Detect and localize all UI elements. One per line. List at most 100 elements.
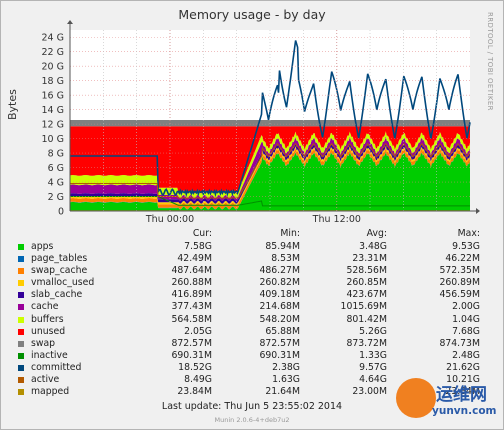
y-tick-label: 0 xyxy=(58,207,64,218)
legend-cur: 690.31M xyxy=(171,349,212,361)
legend-avg: 5.26G xyxy=(359,325,387,337)
legend-cur: 8.49G xyxy=(184,374,212,386)
legend-cur: 872.57M xyxy=(171,337,212,349)
y-tick-label: 24 G xyxy=(42,33,64,44)
legend-cur: 564.58M xyxy=(171,313,212,325)
y-tick-label: 10 G xyxy=(42,134,64,145)
legend-avg: 423.67M xyxy=(346,289,387,301)
legend-min: 65.88M xyxy=(265,325,300,337)
legend-avg: 1015.69M xyxy=(340,301,387,313)
legend-cur: 7.58G xyxy=(184,241,212,252)
legend-name: apps xyxy=(31,241,54,252)
legend-avg: 260.85M xyxy=(346,277,387,289)
legend-swatch xyxy=(18,244,24,250)
legend-min: 260.82M xyxy=(259,277,300,289)
legend-avg: 23.31M xyxy=(352,253,387,265)
legend-row-unused: unused 2.05G 65.88M 5.26G 7.68G xyxy=(14,326,494,338)
legend-min: 690.31M xyxy=(259,349,300,361)
y-tick-label: 4 G xyxy=(48,178,64,189)
col-avg: Avg: xyxy=(366,228,387,239)
legend-name: mapped xyxy=(31,386,70,398)
legend-rows: apps 7.58G 85.94M 3.48G 9.53G page_tables 42.4… xyxy=(14,241,494,398)
legend-row-vmalloc-used: vmalloc_used 260.88M 260.82M 260.85M 260.89M xyxy=(14,277,494,289)
col-cur: Cur: xyxy=(192,228,212,239)
legend-avg: 3.48G xyxy=(359,241,387,252)
legend-row-page-tables: page_tables 42.49M 8.53M 23.31M 46.22M xyxy=(14,253,494,265)
legend-swatch xyxy=(18,352,24,359)
munin-version: Munin 2.0.6-4+deb7u2 xyxy=(214,416,290,424)
legend-name: inactive xyxy=(31,349,68,361)
legend-swatch xyxy=(18,340,24,347)
legend-max: 874.73M xyxy=(439,337,480,349)
col-min: Min: xyxy=(280,228,300,239)
legend-cur: 377.43M xyxy=(171,301,212,313)
legend-swatch xyxy=(18,364,24,371)
x-tick-label: Thu 12:00 xyxy=(312,214,361,225)
watermark-url: yunvn.com xyxy=(432,405,497,417)
legend-max: 7.68G xyxy=(452,325,480,337)
legend-max: 572.35M xyxy=(439,265,480,277)
legend-cur: 416.89M xyxy=(171,289,212,301)
legend-name: cache xyxy=(31,301,59,313)
legend-min: 548.20M xyxy=(259,313,300,325)
legend-min: 214.68M xyxy=(259,301,300,313)
legend-name: vmalloc_used xyxy=(31,277,95,289)
legend-row-inactive: inactive 690.31M 690.31M 1.33G 2.48G xyxy=(14,350,494,362)
area-unused xyxy=(70,126,470,194)
legend-cur: 2.05G xyxy=(184,325,212,337)
y-tick-label: 12 G xyxy=(42,120,64,131)
legend-avg: 4.64G xyxy=(359,374,387,386)
legend-max: 2.00G xyxy=(452,301,480,313)
legend-name: active xyxy=(31,374,60,386)
y-axis-arrow xyxy=(67,20,73,24)
last-update: Last update: Thu Jun 5 23:55:02 2014 xyxy=(161,401,343,412)
legend-swatch xyxy=(18,304,24,311)
y-tick-label: 22 G xyxy=(42,47,64,58)
legend-avg: 801.42M xyxy=(346,313,387,325)
legend-name: buffers xyxy=(31,313,64,325)
legend-name: swap xyxy=(31,337,56,349)
x-axis-arrow xyxy=(476,208,480,214)
legend-row-swap-cache: swap_cache 487.64M 486.27M 528.56M 572.35M xyxy=(14,265,494,277)
legend-swatch xyxy=(18,328,24,335)
legend-max: 260.89M xyxy=(439,277,480,289)
watermark-text: 运维网 xyxy=(436,385,487,405)
y-tick-label: 20 G xyxy=(42,62,64,73)
watermark-logo: 运维网 yunvn.com xyxy=(396,378,498,426)
y-tick-label: 6 G xyxy=(48,163,64,174)
legend-swatch xyxy=(18,316,24,323)
legend-row-mapped: mapped 23.84M 21.64M 23.00M 23.84M xyxy=(14,386,494,398)
legend-row-slab-cache: slab_cache 416.89M 409.18M 423.67M 456.59M xyxy=(14,289,494,301)
legend-swatch xyxy=(18,280,24,287)
legend-min: 85.94M xyxy=(265,241,300,252)
chart-title: Memory usage - by day xyxy=(178,7,326,22)
legend-row-cache: cache 377.43M 214.68M 1015.69M 2.00G xyxy=(14,301,494,313)
legend-cur: 23.84M xyxy=(177,386,212,398)
legend-avg: 9.57G xyxy=(359,361,387,373)
area-apps xyxy=(70,151,470,211)
legend-swatch xyxy=(18,377,24,384)
y-tick-label: 14 G xyxy=(42,105,64,116)
legend-name: unused xyxy=(31,325,66,337)
legend-cur: 18.52G xyxy=(178,361,212,373)
col-max: Max: xyxy=(457,228,480,239)
y-tick-label: 18 G xyxy=(42,76,64,87)
legend-row-buffers: buffers 564.58M 548.20M 801.42M 1.04G xyxy=(14,314,494,326)
legend-swatch xyxy=(18,256,24,263)
legend-row-apps: apps 7.58G 85.94M 3.48G 9.53G xyxy=(14,241,494,253)
legend-avg: 23.00M xyxy=(352,386,387,398)
legend-header: Cur: Min: Avg: Max: xyxy=(14,228,494,241)
area-swap-cache xyxy=(70,147,470,210)
legend-cur: 42.49M xyxy=(177,253,212,265)
legend-avg: 873.72M xyxy=(346,337,387,349)
legend-min: 1.63G xyxy=(272,374,300,386)
legend-max: 23.84M xyxy=(445,386,480,398)
legend-swatch xyxy=(18,389,24,396)
legend-name: committed xyxy=(31,361,82,373)
legend-min: 872.57M xyxy=(259,337,300,349)
legend-swatch xyxy=(18,268,24,275)
x-tick-label: Thu 00:00 xyxy=(145,214,194,225)
legend-max: 21.62G xyxy=(446,361,480,373)
legend-max: 10.21G xyxy=(446,374,480,386)
legend-table: Cur: Min: Avg: Max: apps 7.58G 85.94M 3.48G… xyxy=(14,228,494,398)
